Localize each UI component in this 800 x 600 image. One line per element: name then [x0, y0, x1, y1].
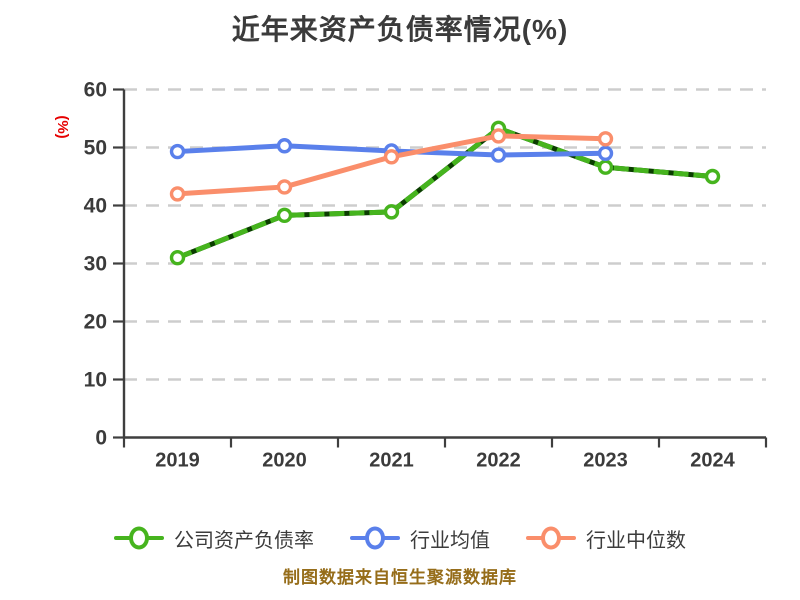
- data-point-2: [169, 186, 186, 202]
- x-tick-label: 2020: [262, 450, 307, 472]
- data-point-0: [169, 250, 186, 266]
- legend-label: 公司资产负债率: [174, 529, 314, 552]
- data-point-2: [597, 131, 614, 147]
- x-tick-label: 2022: [476, 450, 521, 472]
- y-tick-label: 50: [84, 137, 107, 160]
- data-point-1: [597, 145, 614, 162]
- y-tick-label: 60: [84, 79, 107, 102]
- data-point-1: [276, 138, 293, 154]
- y-tick-label: 10: [84, 369, 107, 392]
- x-tick-label: 2021: [369, 450, 414, 472]
- x-tick-label: 2019: [155, 450, 200, 472]
- legend-marker-green: [114, 526, 164, 550]
- data-point-2: [383, 149, 400, 165]
- circle-marker-icon: [541, 526, 561, 550]
- legend-marker-blue: [350, 526, 400, 550]
- data-point-1: [490, 147, 507, 163]
- data-point-1: [169, 143, 186, 160]
- data-point-0: [276, 207, 293, 224]
- data-point-2: [276, 179, 293, 195]
- data-point-2: [490, 128, 507, 144]
- legend-label: 行业均值: [410, 529, 490, 552]
- chart-title: 近年来资产负债率情况(%): [231, 14, 569, 45]
- data-point-0: [704, 168, 721, 185]
- x-tick-label: 2023: [583, 450, 628, 472]
- legend: 公司资产负债率 行业均值 行业中位数: [0, 520, 800, 556]
- data-source-caption: 制图数据来自恒生聚源数据库: [283, 568, 517, 587]
- series-line-0: [176, 125, 713, 261]
- y-tick-label: 20: [84, 311, 107, 334]
- legend-item-industry-mean: 行业均值: [350, 524, 490, 553]
- legend-marker-orange: [526, 526, 576, 550]
- circle-marker-icon: [129, 526, 149, 550]
- x-tick-label: 2024: [690, 450, 735, 472]
- legend-item-company-ratio: 公司资产负债率: [114, 524, 314, 553]
- y-tick-label: 30: [84, 253, 107, 276]
- data-point-0: [383, 204, 400, 220]
- legend-item-industry-median: 行业中位数: [526, 524, 686, 553]
- y-tick-label: 0: [95, 427, 107, 450]
- circle-marker-icon: [365, 526, 385, 550]
- y-tick-label: 40: [84, 195, 107, 218]
- legend-label: 行业中位数: [586, 529, 686, 552]
- data-point-0: [597, 159, 614, 175]
